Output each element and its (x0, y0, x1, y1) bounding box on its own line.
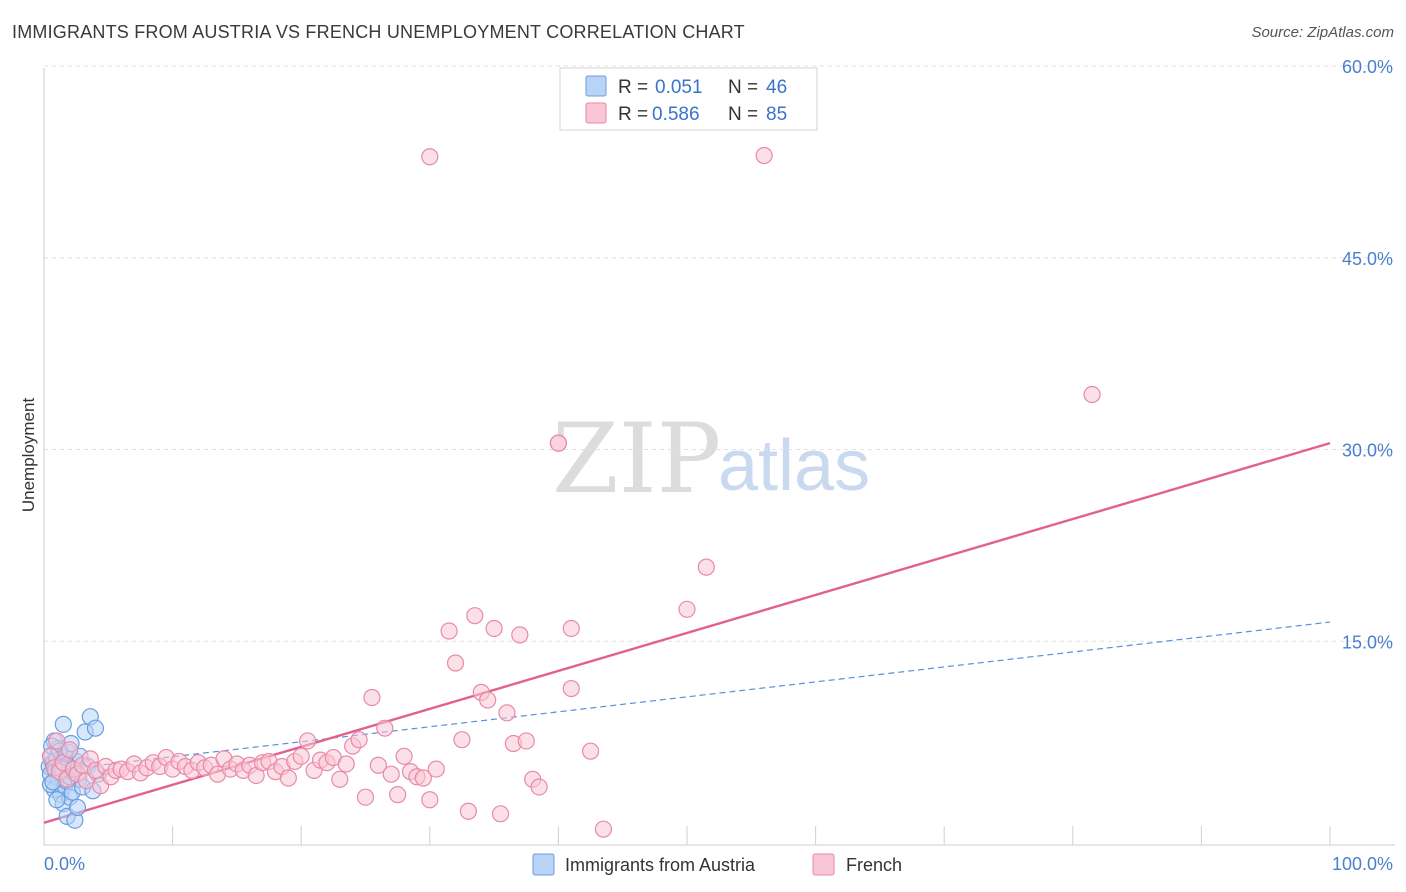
data-point (48, 732, 66, 750)
legend-n-value-austria: 46 (766, 77, 787, 98)
data-point (530, 778, 548, 796)
trend-line-austria (43, 621, 1331, 773)
data-point (485, 619, 503, 638)
data-point (54, 715, 72, 733)
data-point (292, 747, 310, 765)
data-point (459, 802, 477, 820)
data-point (86, 719, 105, 737)
data-point (491, 805, 510, 823)
data-point (395, 747, 413, 765)
data-point (1083, 385, 1101, 404)
chart-title: IMMIGRANTS FROM AUSTRIA VS FRENCH UNEMPL… (12, 22, 745, 42)
legend-r-value-french: 0.586 (652, 104, 700, 125)
data-point (511, 626, 529, 644)
data-point (421, 148, 439, 166)
bottom-legend-label-austria: Immigrants from Austria (565, 855, 756, 875)
data-point (61, 741, 79, 759)
data-point (446, 654, 465, 672)
data-point (562, 679, 580, 698)
source-label: Source: ZipAtlas.com (1251, 24, 1394, 41)
data-point (594, 820, 613, 838)
data-point (299, 732, 317, 750)
data-point (68, 798, 87, 817)
legend: R = 0.051 N = 46 R = 0.586 N = 85 (559, 67, 818, 131)
data-point (549, 434, 568, 452)
data-point (498, 704, 516, 722)
data-point (697, 558, 715, 576)
data-point (389, 786, 407, 804)
tick-labels: 15.0% 30.0% 45.0% 60.0% 0.0% 100.0% (44, 57, 1393, 874)
data-point (453, 731, 471, 749)
data-point (363, 688, 381, 707)
axes (43, 68, 1395, 846)
data-point (376, 719, 394, 737)
y-tick-label: 60.0% (1342, 57, 1393, 77)
data-point (479, 691, 497, 709)
y-tick-label: 15.0% (1342, 632, 1393, 652)
legend-r-label-french: R = (618, 104, 648, 125)
data-point (356, 788, 375, 806)
data-point (466, 607, 484, 625)
legend-r-label-austria: R = (618, 77, 648, 98)
data-point (427, 760, 445, 778)
series-french (41, 148, 696, 823)
data-point (382, 765, 400, 783)
data-point (369, 756, 387, 774)
data-point (279, 769, 297, 787)
y-tick-label: 45.0% (1342, 249, 1393, 269)
legend-swatch-austria (585, 75, 607, 97)
data-point (331, 770, 349, 788)
bottom-legend-swatch-french (812, 853, 835, 876)
legend-n-label-french: N = (728, 104, 758, 125)
y-tick-label: 30.0% (1342, 441, 1393, 461)
watermark-atlas: atlas (718, 426, 870, 506)
legend-n-label-austria: N = (728, 77, 758, 98)
data-point (414, 769, 432, 787)
watermark-zip: ZIP (552, 403, 721, 515)
data-point (581, 742, 600, 760)
data-point (562, 619, 580, 638)
gridlines (44, 65, 1395, 642)
x-tick-label-start: 0.0% (44, 854, 85, 874)
data-point (678, 600, 696, 618)
data-point (440, 622, 458, 640)
bottom-legend-swatch-austria (532, 853, 555, 876)
data-point (337, 755, 355, 773)
series-french-outliers (549, 146, 1101, 838)
data-point (48, 791, 66, 809)
x-tick-label-end: 100.0% (1332, 854, 1393, 874)
data-point (755, 146, 773, 165)
legend-swatch-french (585, 102, 607, 124)
bottom-legend-label-french: French (846, 855, 902, 875)
legend-n-value-french: 85 (766, 104, 787, 125)
data-points (40, 146, 1101, 838)
y-axis-label: Unemployment (19, 398, 38, 513)
legend-r-value-austria: 0.051 (655, 77, 703, 98)
data-point (350, 731, 368, 749)
bottom-legend: Immigrants from Austria French (532, 853, 902, 876)
data-point (421, 791, 439, 809)
data-point (517, 732, 535, 750)
